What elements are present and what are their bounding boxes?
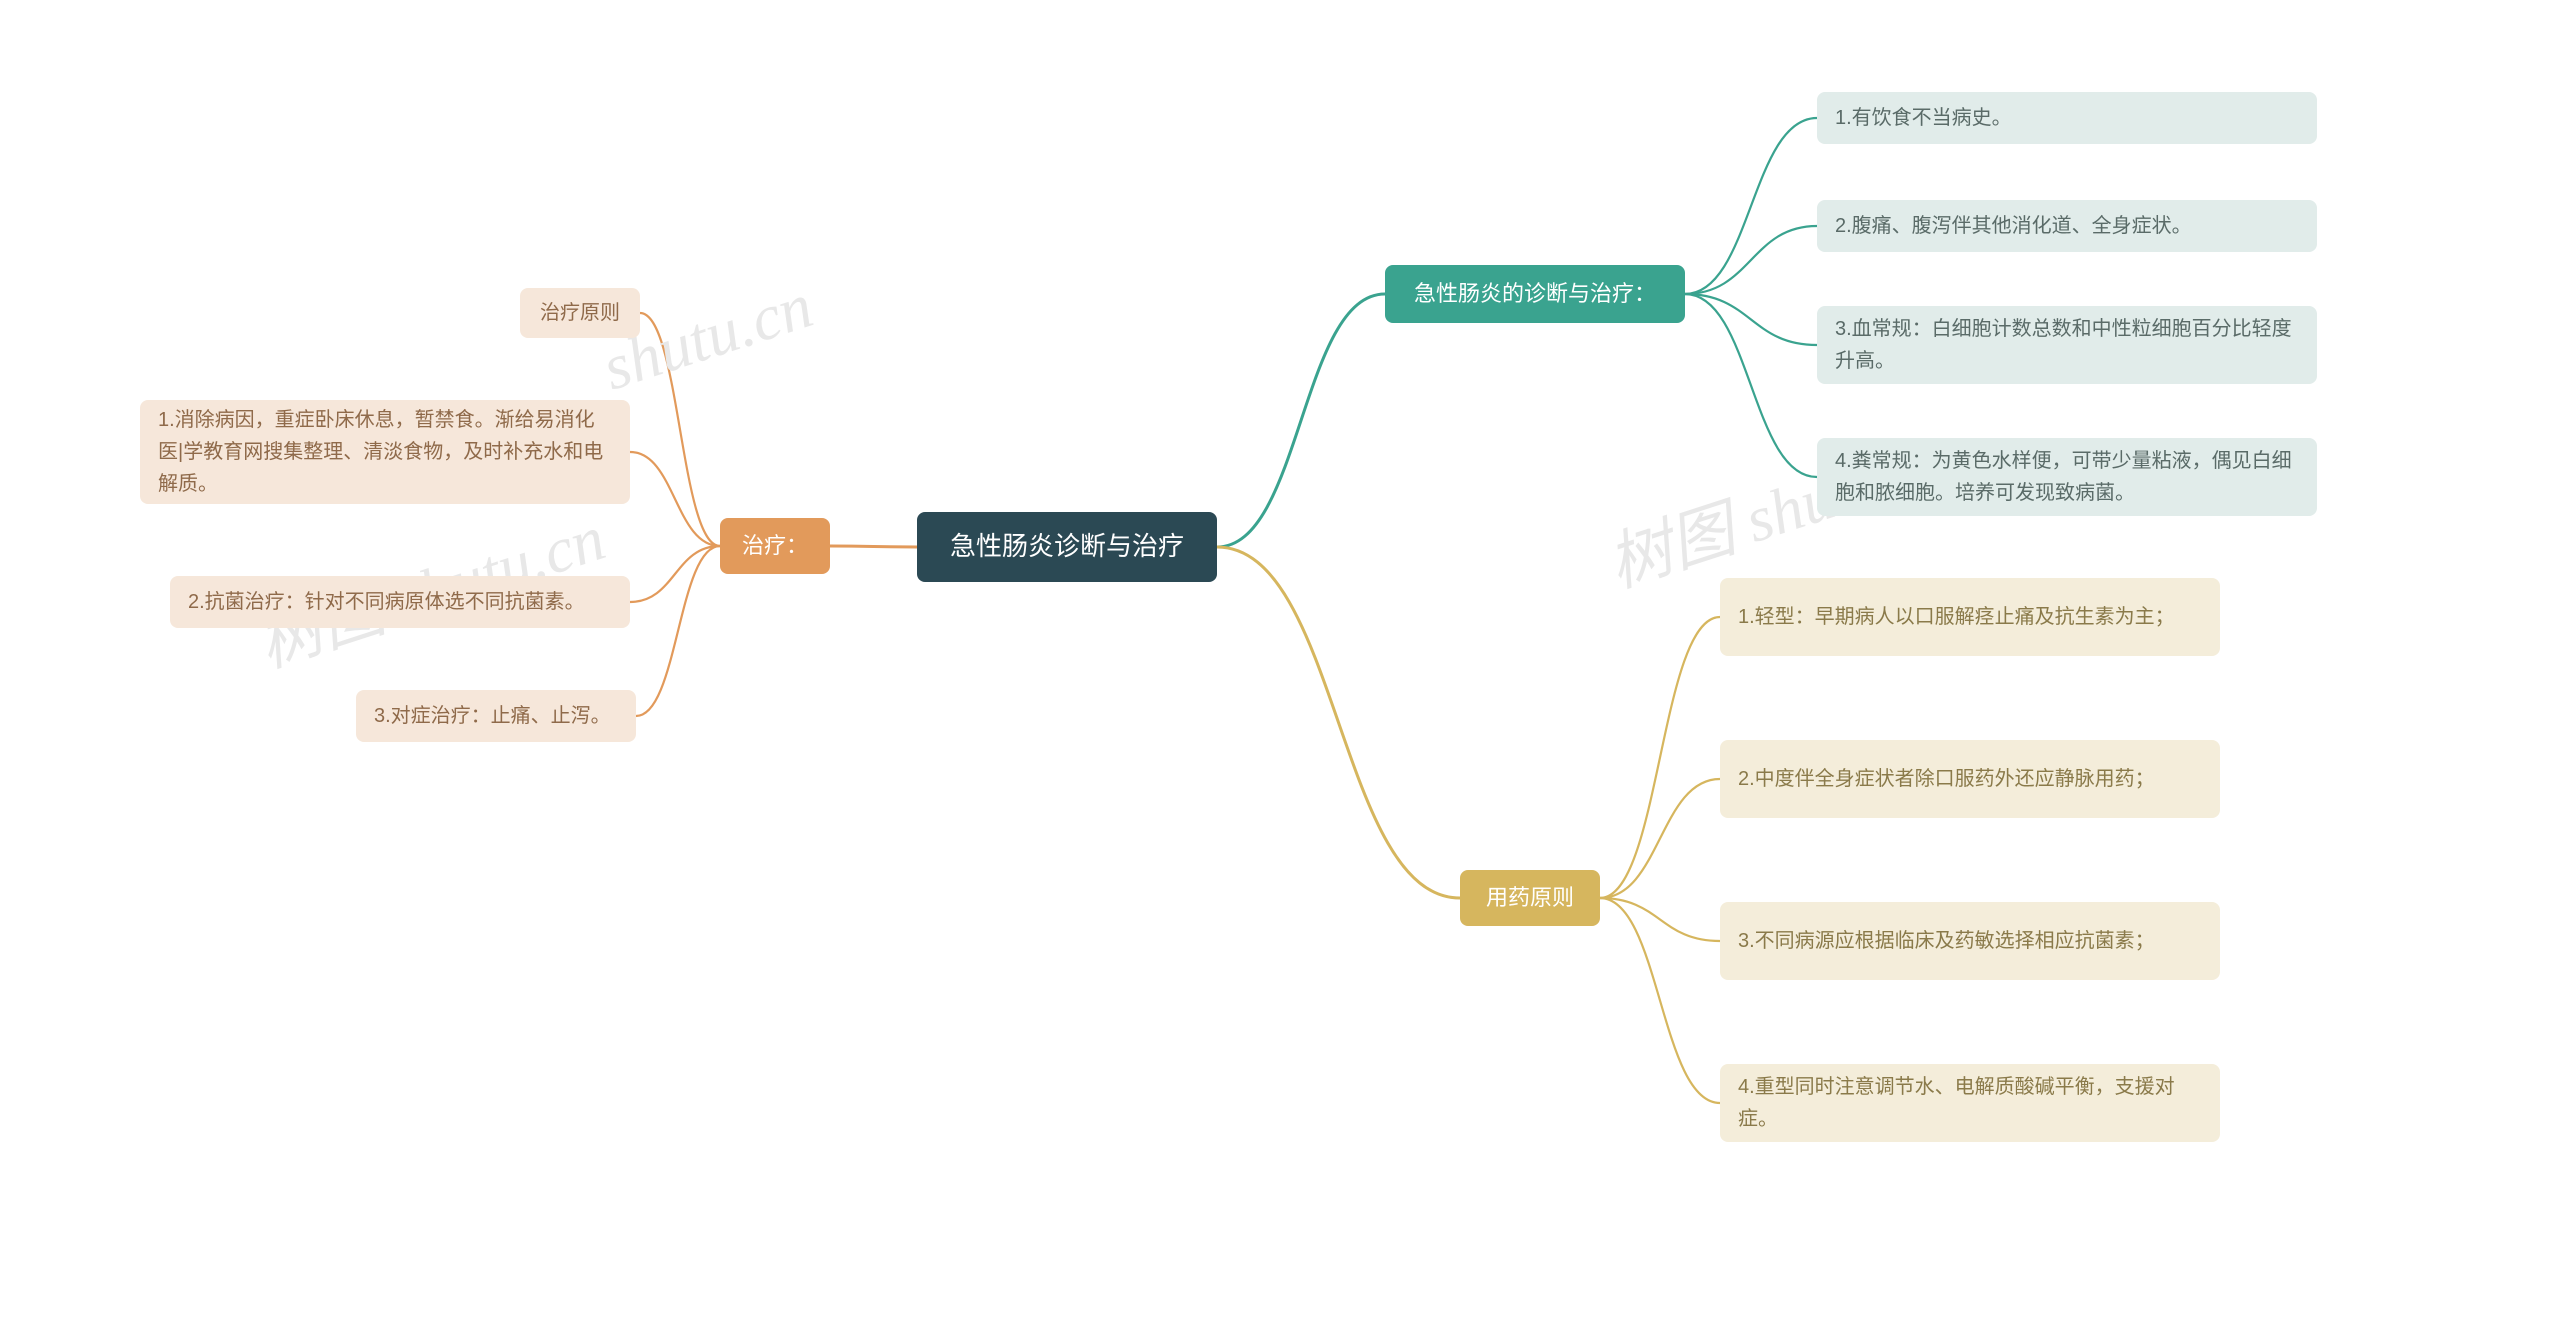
leaf-med-2: 3.不同病源应根据临床及药敏选择相应抗菌素； — [1720, 902, 2220, 980]
leaf-diag-1: 2.腹痛、腹泻伴其他消化道、全身症状。 — [1817, 200, 2317, 252]
leaf-diag-3: 4.粪常规：为黄色水样便，可带少量粘液，偶见白细胞和脓细胞。培养可发现致病菌。 — [1817, 438, 2317, 516]
leaf-med-1: 2.中度伴全身症状者除口服药外还应静脉用药； — [1720, 740, 2220, 818]
leaf-diag-2: 3.血常规：白细胞计数总数和中性粒细胞百分比轻度升高。 — [1817, 306, 2317, 384]
root-node: 急性肠炎诊断与治疗 — [917, 512, 1217, 582]
branch-med: 用药原则 — [1460, 870, 1600, 926]
leaf-treat-1: 1.消除病因，重症卧床休息，暂禁食。渐给易消化医|学教育网搜集整理、清淡食物，及… — [140, 400, 630, 504]
leaf-treat-0: 治疗原则 — [520, 288, 640, 338]
branch-treat: 治疗： — [720, 518, 830, 574]
leaf-diag-0: 1.有饮食不当病史。 — [1817, 92, 2317, 144]
branch-diag: 急性肠炎的诊断与治疗： — [1385, 265, 1685, 323]
leaf-med-3: 4.重型同时注意调节水、电解质酸碱平衡，支援对症。 — [1720, 1064, 2220, 1142]
leaf-med-0: 1.轻型：早期病人以口服解痉止痛及抗生素为主； — [1720, 578, 2220, 656]
leaf-treat-2: 2.抗菌治疗：针对不同病原体选不同抗菌素。 — [170, 576, 630, 628]
leaf-treat-3: 3.对症治疗：止痛、止泻。 — [356, 690, 636, 742]
